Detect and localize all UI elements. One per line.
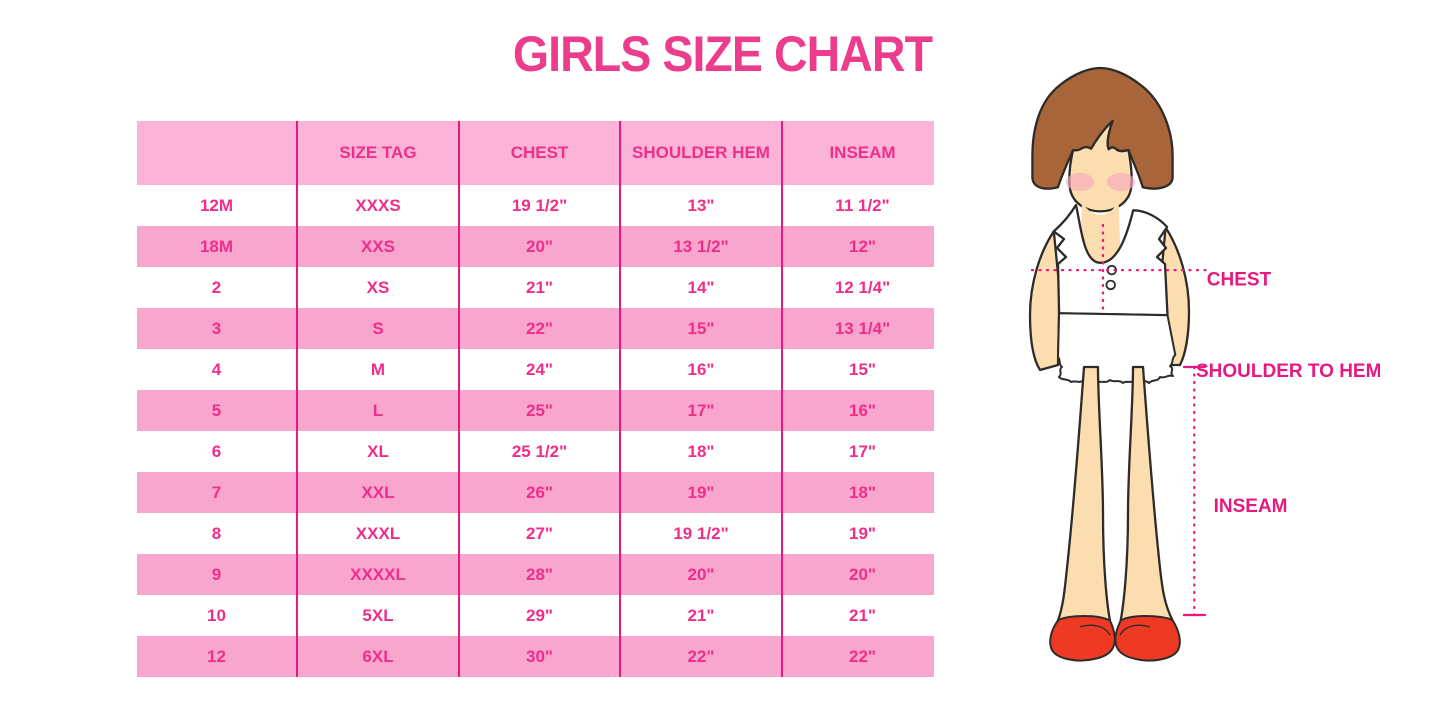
svg-text:CHEST: CHEST xyxy=(1207,270,1272,291)
svg-text:INSEAM: INSEAM xyxy=(1214,496,1288,517)
svg-text:SHOULDER TO HEM: SHOULDER TO HEM xyxy=(1196,361,1380,382)
